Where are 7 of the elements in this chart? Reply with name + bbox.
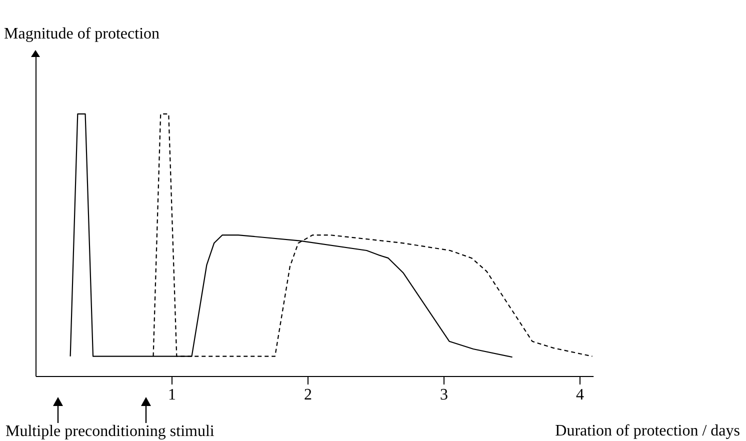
text: Multiple preconditioning stimuli (6, 423, 215, 440)
y-axis-title: Magnitude of protection (4, 26, 160, 42)
x-tick-label: 1 (168, 386, 176, 404)
x-tick-label: 2 (304, 386, 312, 404)
x-axis-title: Duration of protection / days (555, 422, 740, 440)
x-tick-label: 4 (576, 386, 584, 404)
x-tick-label: 3 (440, 386, 448, 404)
